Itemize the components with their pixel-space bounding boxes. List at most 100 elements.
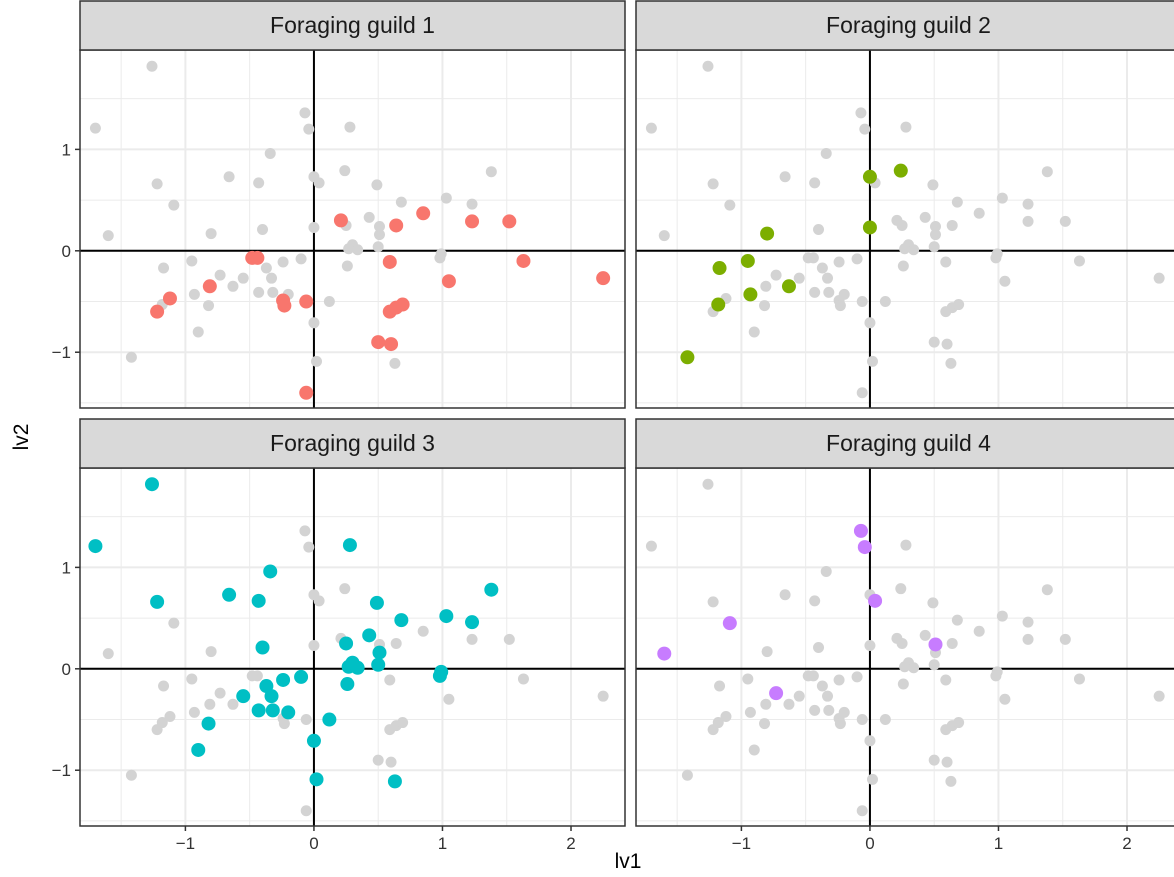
background-point xyxy=(681,769,693,781)
background-point xyxy=(227,280,239,292)
guild-3-point xyxy=(309,772,324,787)
background-point xyxy=(946,219,958,231)
background-point xyxy=(395,196,407,208)
background-point xyxy=(373,220,385,232)
background-point xyxy=(339,583,351,595)
background-point xyxy=(308,639,320,651)
facet-panel-2: Foraging guild 2 xyxy=(635,0,1174,409)
background-point xyxy=(770,269,782,281)
background-point xyxy=(1153,690,1165,702)
background-point xyxy=(384,674,396,686)
background-point xyxy=(856,714,868,726)
background-point xyxy=(823,286,835,298)
guild-3-point xyxy=(88,539,103,554)
guild-3-point xyxy=(251,703,266,718)
guild-3-point xyxy=(264,689,279,704)
background-point xyxy=(341,260,353,272)
background-point xyxy=(927,597,939,609)
guild-1-point xyxy=(502,214,517,229)
background-point xyxy=(724,199,736,211)
background-point xyxy=(1073,673,1085,685)
background-point xyxy=(440,192,452,204)
background-point xyxy=(205,646,217,658)
background-point xyxy=(214,687,226,699)
background-point xyxy=(188,706,200,718)
y-tick-label: 0 xyxy=(62,242,71,261)
guild-2-point xyxy=(740,253,755,268)
background-point xyxy=(940,256,952,268)
background-point xyxy=(223,171,235,183)
points xyxy=(645,478,1165,817)
background-point xyxy=(856,387,868,399)
background-point xyxy=(928,241,940,253)
guild-2-point xyxy=(711,297,726,312)
background-point xyxy=(900,121,912,133)
guild-1-point xyxy=(277,298,292,313)
guild-3-point xyxy=(322,712,337,727)
background-point xyxy=(919,211,931,223)
background-point xyxy=(793,272,805,284)
background-point xyxy=(373,229,385,241)
guild-3-point xyxy=(439,609,454,624)
background-point xyxy=(759,300,771,312)
guild-3-point xyxy=(276,672,291,687)
background-point xyxy=(1059,633,1071,645)
facet-panel-4: Foraging guild 4 −1 0 1 2 xyxy=(635,418,1174,853)
background-point xyxy=(186,255,198,267)
background-point xyxy=(517,673,529,685)
guild-1-point xyxy=(384,337,399,352)
background-point xyxy=(929,220,941,232)
background-point xyxy=(945,357,957,369)
background-point xyxy=(308,221,320,233)
background-point xyxy=(834,718,846,730)
guild-1-point xyxy=(441,274,456,289)
background-point xyxy=(744,706,756,718)
guild-1-point xyxy=(465,214,480,229)
facet-strip-label: Foraging guild 1 xyxy=(270,12,435,38)
background-point xyxy=(372,241,384,253)
guild-3-point xyxy=(236,689,251,704)
guild-2-point xyxy=(680,350,695,365)
background-point xyxy=(303,123,315,135)
background-point xyxy=(146,60,158,72)
background-point xyxy=(929,229,941,241)
background-point xyxy=(891,632,903,644)
background-point xyxy=(363,211,375,223)
background-point xyxy=(816,680,828,692)
background-point xyxy=(253,177,265,189)
guild-1-point xyxy=(516,253,531,268)
guild-4-point xyxy=(722,616,737,631)
background-point xyxy=(397,717,409,729)
background-point xyxy=(204,698,216,710)
background-point xyxy=(761,646,773,658)
x-tick-label: 0 xyxy=(309,834,318,853)
background-point xyxy=(793,690,805,702)
background-point xyxy=(188,288,200,300)
background-point xyxy=(89,122,101,134)
background-point xyxy=(313,177,325,189)
background-point xyxy=(856,296,868,308)
background-point xyxy=(253,286,265,298)
background-point xyxy=(864,317,876,329)
y-tick-label: 0 xyxy=(62,660,71,679)
facet-strip xyxy=(79,0,626,51)
background-point xyxy=(783,698,795,710)
background-point xyxy=(748,326,760,338)
guild-3-point xyxy=(251,593,266,608)
background-point xyxy=(742,673,754,685)
facet-strip-label: Foraging guild 2 xyxy=(826,12,991,38)
background-point xyxy=(251,670,263,682)
background-point xyxy=(941,756,953,768)
background-point xyxy=(919,629,931,641)
guild-1-point xyxy=(202,279,217,294)
background-point xyxy=(1041,584,1053,596)
background-point xyxy=(941,338,953,350)
guild-3-point xyxy=(484,582,499,597)
background-point xyxy=(864,639,876,651)
background-point xyxy=(822,272,834,284)
background-point xyxy=(300,805,312,817)
background-point xyxy=(645,540,657,552)
x-tick-label: 1 xyxy=(994,834,1003,853)
background-point xyxy=(999,693,1011,705)
guild-2-point xyxy=(893,163,908,178)
